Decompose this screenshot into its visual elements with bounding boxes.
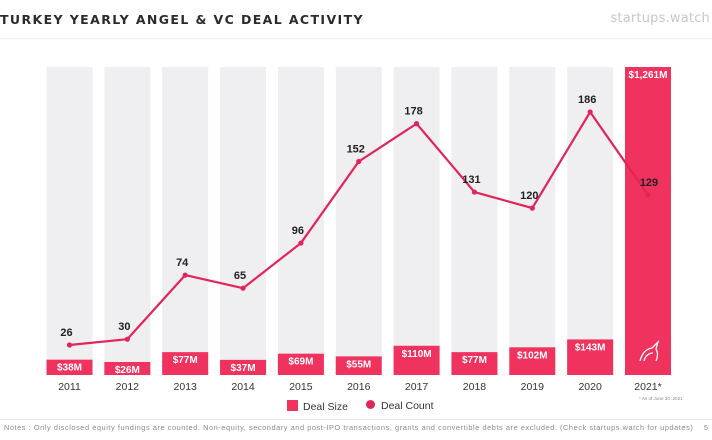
deal-size-label: $38M	[57, 363, 82, 374]
x-tick-label: 2011	[58, 381, 81, 393]
deal-count-label: 74	[176, 257, 189, 269]
as-of-footnote: * As of June 30, 2021	[639, 396, 683, 400]
x-tick-label: 2018	[463, 381, 487, 393]
deal-size-label: $26M	[115, 365, 140, 376]
x-tick-label: 2013	[174, 381, 198, 393]
legend-deal-size: Deal Size	[287, 400, 348, 413]
deal-count-point	[414, 121, 420, 127]
deal-size-bar	[220, 359, 267, 375]
bar-background-column	[393, 67, 440, 375]
deal-count-label: 152	[347, 144, 365, 156]
deal-size-bar	[162, 352, 209, 375]
x-tick-label: 2020	[578, 381, 602, 393]
deal-count-point	[529, 205, 535, 211]
deal-count-label: 178	[404, 106, 422, 118]
header: TURKEY YEARLY ANGEL & VC DEAL ACTIVITY s…	[0, 0, 712, 38]
deal-size-bar	[335, 356, 382, 375]
deal-size-swatch	[287, 400, 298, 411]
deal-count-point	[298, 240, 304, 246]
footer-divider	[0, 419, 712, 420]
deal-size-label: $77M	[173, 355, 198, 366]
deal-size-bar	[277, 353, 324, 375]
deal-size-bar	[46, 359, 93, 375]
deal-activity-chart: $38M $26M $77M $37M $69M $55M $110M $77M $102M $1…	[46, 67, 683, 400]
deal-count-label: 129	[640, 177, 658, 189]
deal-count-label: 120	[520, 190, 538, 202]
deal-count-point	[356, 158, 362, 165]
deal-size-bar	[104, 361, 151, 375]
brand-logo: startups.watch	[610, 11, 710, 26]
deal-count-label: 186	[578, 94, 596, 106]
bar-background-column	[509, 67, 556, 375]
bar-background-column	[567, 67, 614, 375]
deal-count-point	[471, 189, 478, 195]
x-tick-label: 2019	[521, 381, 545, 393]
x-tick-label: 2014	[231, 381, 255, 393]
x-tick-label: 2016	[347, 381, 371, 393]
deal-size-label: $143M	[575, 342, 606, 353]
x-tick-label: 2021*	[634, 381, 661, 393]
bar-background-column	[335, 67, 382, 375]
deal-size-bar	[393, 345, 440, 375]
deal-size-bar	[509, 347, 556, 375]
deal-size-label: $1,261M	[629, 70, 668, 81]
page-number: 5	[703, 423, 708, 432]
x-tick-label: 2012	[116, 381, 140, 393]
deal-count-point	[182, 272, 188, 278]
footnote-notes: Notes : Only disclosed equity fundings a…	[4, 423, 694, 432]
deal-count-point	[66, 342, 73, 348]
deal-size-label: $37M	[231, 363, 256, 374]
deal-count-point	[124, 336, 130, 342]
deal-size-label: $110M	[402, 349, 432, 360]
deal-count-label: 96	[292, 225, 304, 237]
deal-count-marker	[366, 400, 375, 409]
unicorn-icon	[639, 339, 660, 362]
deal-size-label: $69M	[288, 357, 313, 368]
deal-count-point	[645, 192, 651, 198]
bar-background-column	[46, 67, 93, 375]
bar-background-column	[162, 67, 209, 375]
deal-size-bar	[567, 339, 614, 375]
page-title: TURKEY YEARLY ANGEL & VC DEAL ACTIVITY	[0, 12, 364, 27]
header-divider	[0, 38, 712, 39]
deal-size-bar	[625, 67, 671, 375]
legend-deal-count: Deal Count	[365, 400, 434, 412]
deal-count-point	[240, 285, 246, 291]
x-tick-label: 2015	[289, 381, 313, 393]
deal-count-point	[587, 109, 593, 115]
deal-count-label: 131	[462, 174, 480, 186]
deal-count-label: 30	[118, 321, 130, 333]
deal-size-label: $77M	[462, 355, 487, 366]
bar-background-column	[220, 67, 267, 375]
deal-size-bar	[451, 352, 498, 375]
deal-count-label: 26	[60, 327, 72, 339]
deal-size-label: $55M	[346, 359, 371, 370]
deal-size-label: $102M	[517, 350, 548, 361]
deal-count-label: 65	[234, 270, 246, 282]
bar-background-column	[451, 67, 498, 375]
legend-deal-size-label: Deal Size	[303, 401, 348, 413]
legend-deal-count-label: Deal Count	[381, 400, 434, 412]
x-tick-label: 2017	[405, 381, 429, 393]
